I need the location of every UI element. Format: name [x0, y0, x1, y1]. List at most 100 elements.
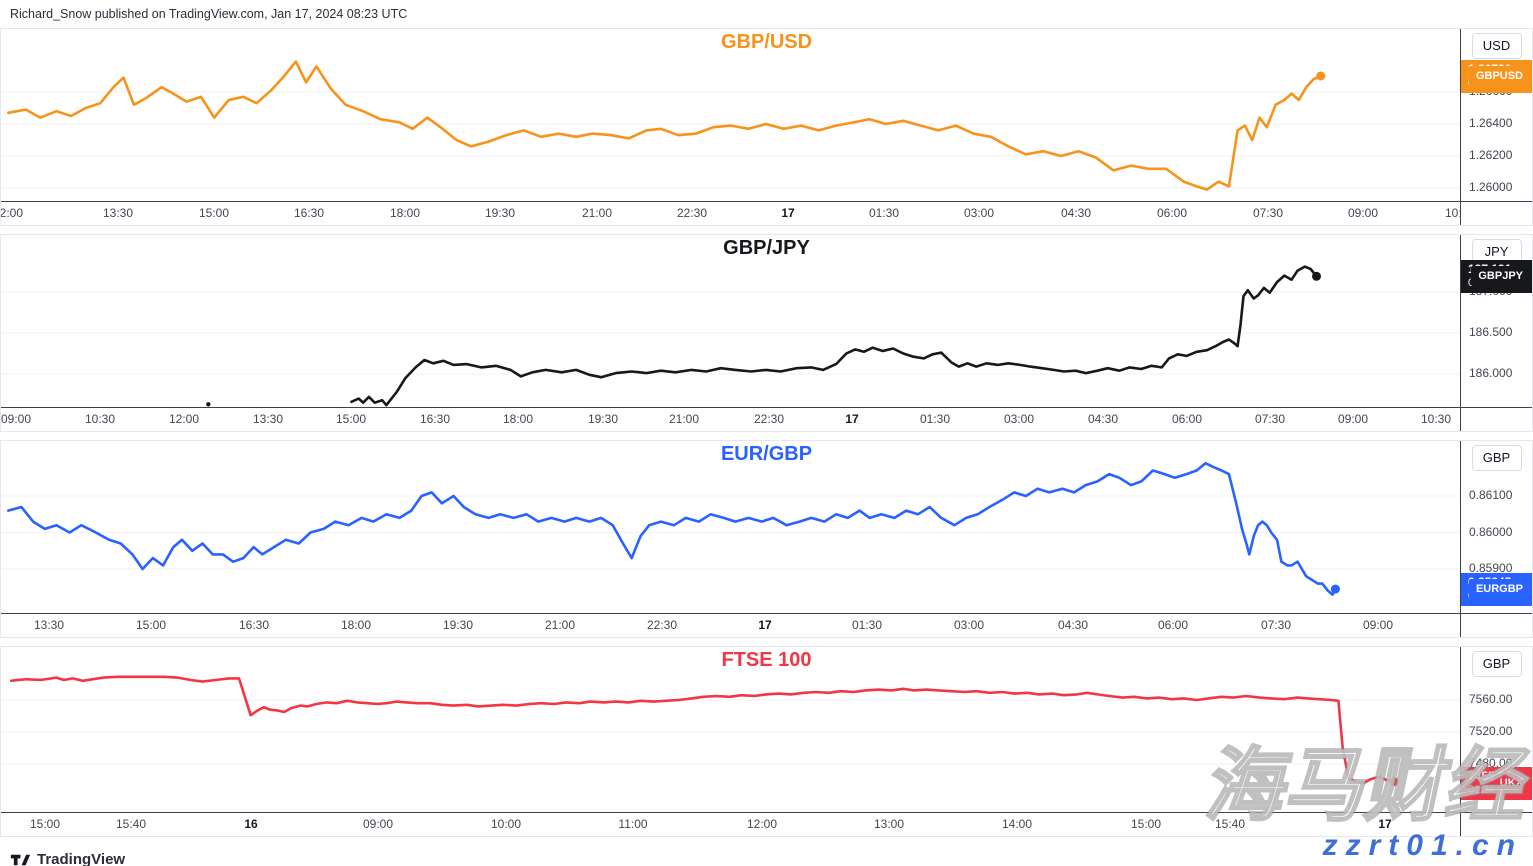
symbol-chip-gbpjpy: GBPJPY [1471, 266, 1530, 287]
time-axis-label: 18:00 [502, 412, 534, 426]
time-axis-label: 13:30 [33, 618, 65, 632]
time-axis-label: 18:00 [340, 618, 372, 632]
time-axis-label: 18:00 [389, 206, 421, 220]
currency-button-usd[interactable]: USD [1471, 33, 1522, 59]
footer-bar: TradingView [0, 845, 1533, 866]
time-axis-label: 11:00 [618, 817, 648, 831]
time-axis-label: 07:30 [1252, 206, 1284, 220]
chart-panel-gbpjpy: GBP/JPY GBPJPY 09:00 10:30 12:00 13:30 15:00… [0, 234, 1533, 432]
time-axis-label: 22:30 [646, 618, 678, 632]
time-axis-label: 07:30 [1260, 618, 1292, 632]
price-axis-label: 1.26200 [1469, 148, 1513, 163]
time-axis-label: 14:00 [1001, 817, 1033, 831]
time-axis-label: 03:00 [1003, 412, 1035, 426]
time-axis-label: 17 [845, 412, 859, 426]
time-axis-label: 16:30 [419, 412, 451, 426]
time-axis-label: 12:00 [1, 206, 24, 220]
time-axis-label: 06:00 [1157, 618, 1189, 632]
time-axis-gbpjpy[interactable]: 09:00 10:30 12:00 13:30 15:00 16:30 18:00 19:30… [1, 407, 1532, 431]
currency-button-gbp[interactable]: GBP [1471, 445, 1522, 471]
tradingview-wordmark[interactable]: TradingView [37, 851, 126, 866]
time-axis-label: 22:30 [676, 206, 708, 220]
time-axis-label: 13:30 [102, 206, 134, 220]
chart-panel-gbpusd: GBP/USD GBPUSD 12:0013:3015:0016:3018:00… [0, 28, 1533, 226]
time-axis-label: 13:30 [252, 412, 284, 426]
price-axis-label: 7520.00 [1469, 724, 1513, 738]
time-axis-label: 03:00 [953, 618, 985, 632]
chart-panel-eurgbp: EUR/GBP EURGBP 13:30 15:00 16:30 18:00 19:30… [0, 440, 1533, 638]
currency-button-gbp-ftse[interactable]: GBP [1471, 651, 1522, 677]
time-axis-label: 16:30 [238, 618, 270, 632]
line-chart-gbpusd [1, 60, 1461, 191]
attribution-bar: Richard_Snow published on TradingView.co… [0, 0, 1533, 28]
symbol-chip-ukx: UKX [1492, 773, 1530, 794]
time-axis-label: 01:30 [851, 618, 883, 632]
time-axis-label: 01:30 [868, 206, 900, 220]
time-axis-ftse100[interactable]: 15:00 15:40 16 09:00 10:00 11:00 12:00 13:00 14:… [1, 812, 1532, 836]
time-axis-label: 09:00 [1, 412, 32, 426]
time-axis-label: 17 [758, 618, 772, 632]
time-axis-label: 13:00 [873, 817, 905, 831]
attribution-text: Richard_Snow published on TradingView.co… [10, 7, 408, 21]
time-axis-label: 15:00 [335, 412, 367, 426]
time-axis-label: 09:00 [1337, 412, 1369, 426]
price-axis-label: 0.86000 [1469, 524, 1513, 539]
symbol-chip-gbpusd: GBPUSD [1468, 66, 1530, 87]
price-axis-label: 7560.00 [1469, 692, 1513, 706]
line-chart-gbpjpy [1, 265, 1461, 407]
price-axis-label: 7480.00 [1469, 756, 1513, 770]
price-axis-ftse100[interactable]: GBP 7455.98 01:34 7560.00 7520.00 7480.00 [1460, 647, 1532, 836]
time-axis-label: 10:30 [1444, 206, 1461, 220]
time-axis-label: 16:30 [293, 206, 325, 220]
time-axis-label: 17 [781, 206, 795, 220]
time-axis-label: 09:00 [1362, 618, 1394, 632]
chart-panel-ftse100: FTSE 100 UKX 15:00 15:40 16 09:00 10:00 11:00… [0, 646, 1533, 837]
price-axis-label: 186.500 [1469, 324, 1513, 339]
time-axis-label: 09:00 [1347, 206, 1379, 220]
time-axis-label: 09:00 [362, 817, 394, 831]
time-axis-label: 10:30 [1420, 412, 1452, 426]
badge-countdown: 01:34 [1468, 784, 1496, 797]
plot-area-gbpjpy[interactable] [1, 235, 1461, 407]
symbol-chip-eurgbp: EURGBP [1468, 579, 1530, 600]
time-axis-label: 07:30 [1254, 412, 1286, 426]
time-axis-label: 17 [1378, 817, 1392, 831]
plot-area-gbpusd[interactable] [1, 29, 1461, 201]
time-axis-label: 15:00 [29, 817, 61, 831]
time-axis-label: 19:30 [442, 618, 474, 632]
time-axis-label: 19:30 [484, 206, 516, 220]
price-axis-label: 1.26000 [1469, 180, 1513, 195]
time-axis-label: 16 [244, 817, 258, 831]
time-axis-label: 15:40 [1214, 817, 1246, 831]
time-axis-label: 21:00 [668, 412, 700, 426]
time-axis-label: 10:00 [490, 817, 522, 831]
price-axis-label: 186.000 [1469, 365, 1513, 380]
line-chart-ftse100 [1, 675, 1461, 787]
time-axis-label: 15:40 [115, 817, 147, 831]
time-axis-label: 15:00 [1130, 817, 1162, 831]
plot-area-ftse100[interactable] [1, 647, 1461, 812]
time-axis-label: 12:00 [746, 817, 778, 831]
time-axis-label: 06:00 [1156, 206, 1188, 220]
time-axis-label: 01:30 [919, 412, 951, 426]
time-axis-label: 19:30 [587, 412, 619, 426]
line-chart-eurgbp [1, 461, 1461, 596]
price-axis-label: 0.85900 [1469, 561, 1513, 575]
time-axis-label: 10:30 [84, 412, 116, 426]
price-axis-label: 1.26400 [1469, 116, 1513, 131]
time-axis-eurgbp[interactable]: 13:30 15:00 16:30 18:00 19:30 21:00 22:30 17 01:… [1, 613, 1532, 637]
time-axis-label: 15:00 [135, 618, 167, 632]
price-axis-gbpusd[interactable]: USD 1.26700 01:34 1.266001.264001.262001… [1460, 29, 1532, 225]
tradingview-logo-icon[interactable] [10, 852, 31, 866]
time-axis-label: 21:00 [544, 618, 576, 632]
time-axis-label: 03:00 [963, 206, 995, 220]
time-axis-label: 15:00 [198, 206, 230, 220]
plot-area-eurgbp[interactable] [1, 441, 1461, 613]
time-axis-label: 04:30 [1087, 412, 1119, 426]
time-axis-label: 04:30 [1057, 618, 1089, 632]
time-axis-label: 21:00 [581, 206, 613, 220]
time-axis-gbpusd[interactable]: 12:00 13:30 15:00 16:30 18:00 19:30 21:00 22:30… [1, 201, 1532, 225]
time-axis-label: 22:30 [753, 412, 785, 426]
